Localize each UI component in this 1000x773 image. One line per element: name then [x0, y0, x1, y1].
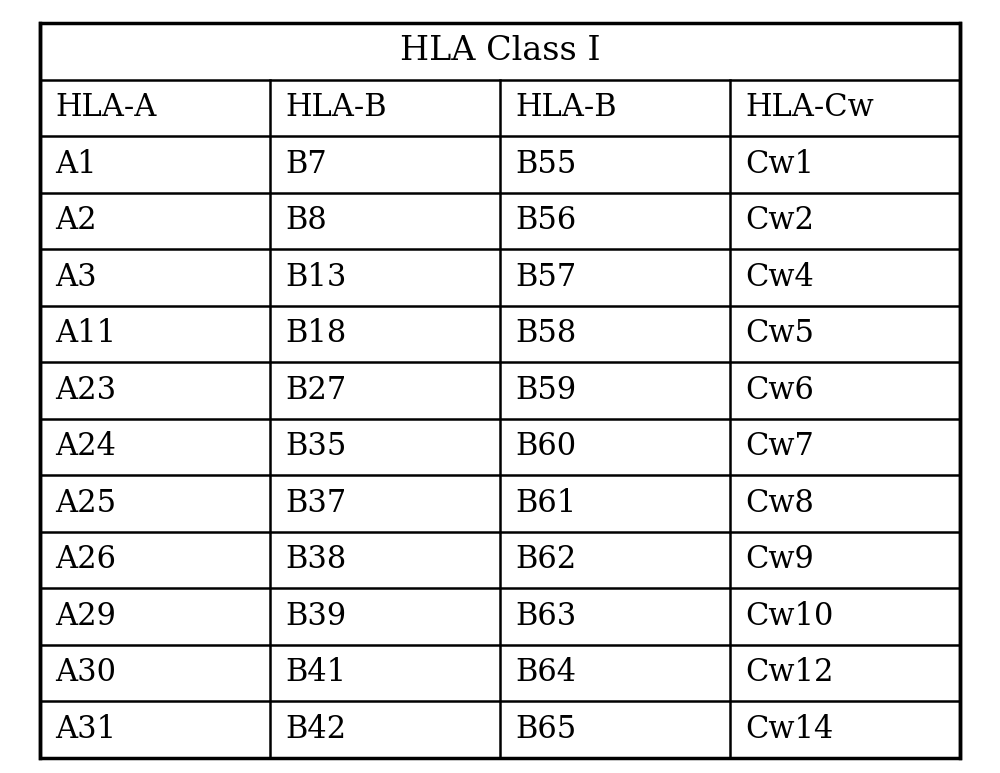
- Text: Cw2: Cw2: [745, 206, 814, 237]
- Text: Cw7: Cw7: [745, 431, 814, 462]
- Text: B13: B13: [285, 262, 346, 293]
- Text: B60: B60: [515, 431, 576, 462]
- Text: B41: B41: [285, 657, 346, 688]
- Text: B59: B59: [515, 375, 576, 406]
- Text: B18: B18: [285, 318, 346, 349]
- Text: B38: B38: [285, 544, 346, 575]
- Text: B35: B35: [285, 431, 346, 462]
- Text: B42: B42: [285, 713, 346, 745]
- Text: HLA-B: HLA-B: [515, 93, 617, 124]
- Text: Cw6: Cw6: [745, 375, 814, 406]
- Text: Cw9: Cw9: [745, 544, 814, 575]
- Text: B7: B7: [285, 149, 327, 180]
- Text: Cw4: Cw4: [745, 262, 814, 293]
- Text: A2: A2: [55, 206, 97, 237]
- Text: B39: B39: [285, 601, 346, 632]
- Text: Cw1: Cw1: [745, 149, 814, 180]
- Text: B61: B61: [515, 488, 576, 519]
- Text: B62: B62: [515, 544, 576, 575]
- Text: Cw8: Cw8: [745, 488, 814, 519]
- Text: A29: A29: [55, 601, 116, 632]
- Text: HLA-Cw: HLA-Cw: [745, 93, 874, 124]
- Text: A1: A1: [55, 149, 97, 180]
- Text: B64: B64: [515, 657, 576, 688]
- Text: Cw10: Cw10: [745, 601, 833, 632]
- Text: A23: A23: [55, 375, 116, 406]
- Text: A25: A25: [55, 488, 116, 519]
- Text: A30: A30: [55, 657, 116, 688]
- Text: B65: B65: [515, 713, 576, 745]
- Text: Cw12: Cw12: [745, 657, 834, 688]
- Text: B37: B37: [285, 488, 346, 519]
- Text: Cw14: Cw14: [745, 713, 833, 745]
- Text: A11: A11: [55, 318, 116, 349]
- Text: A24: A24: [55, 431, 116, 462]
- Text: HLA-B: HLA-B: [285, 93, 387, 124]
- Text: HLA-A: HLA-A: [55, 93, 156, 124]
- Text: B63: B63: [515, 601, 576, 632]
- Text: B27: B27: [285, 375, 346, 406]
- Text: B8: B8: [285, 206, 327, 237]
- Text: A26: A26: [55, 544, 116, 575]
- Text: B57: B57: [515, 262, 576, 293]
- Text: Cw5: Cw5: [745, 318, 814, 349]
- Text: B55: B55: [515, 149, 576, 180]
- Text: HLA Class I: HLA Class I: [400, 36, 600, 67]
- Text: B58: B58: [515, 318, 576, 349]
- Text: B56: B56: [515, 206, 576, 237]
- Text: A31: A31: [55, 713, 116, 745]
- Text: A3: A3: [55, 262, 97, 293]
